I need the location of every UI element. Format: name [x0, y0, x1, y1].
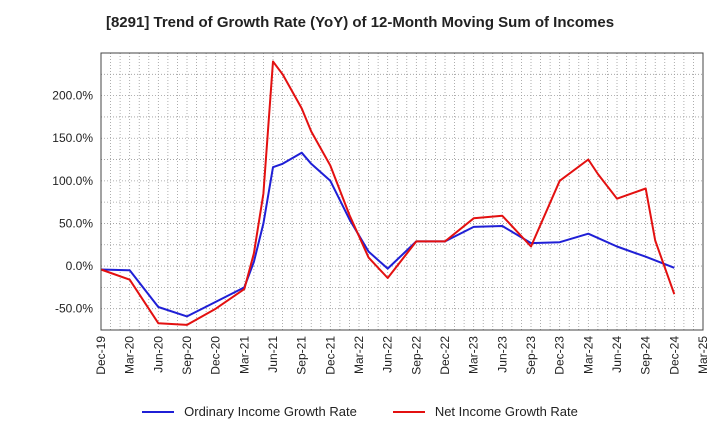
legend-swatch-net — [392, 410, 425, 413]
legend-label-net: Net Income Growth Rate — [434, 404, 578, 419]
legend-label-ordinary: Ordinary Income Growth Rate — [184, 404, 357, 419]
legend: Ordinary Income Growth Rate Net Income G… — [0, 404, 720, 419]
x-tick-label: Dec-19 — [94, 336, 108, 375]
legend-swatch-ordinary — [142, 410, 175, 413]
x-tick-label: Dec-20 — [209, 336, 223, 375]
x-tick-label: Dec-24 — [667, 336, 681, 375]
legend-item-ordinary: Ordinary Income Growth Rate — [142, 404, 357, 419]
x-tick-label: Mar-23 — [467, 336, 481, 374]
y-tick-label: 50.0% — [59, 216, 93, 230]
x-tick-label: Jun-21 — [266, 336, 280, 373]
x-tick-label: Sep-23 — [524, 336, 538, 375]
series-line — [100, 60, 676, 326]
series-line — [100, 151, 675, 318]
chart-title: [8291] Trend of Growth Rate (YoY) of 12-… — [105, 14, 615, 31]
series-lines — [100, 60, 676, 326]
plot-frame — [100, 52, 704, 331]
x-tick-label: Mar-22 — [352, 336, 366, 374]
grid-lines — [101, 53, 703, 330]
x-tick-label: Sep-21 — [295, 336, 309, 375]
legend-item-net: Net Income Growth Rate — [392, 404, 578, 419]
y-tick-label: 0.0% — [66, 259, 94, 273]
x-tick-label: Dec-23 — [553, 336, 567, 375]
y-tick-label: 100.0% — [52, 174, 93, 188]
x-tick-label: Jun-23 — [495, 336, 509, 373]
y-tick-label: -50.0% — [55, 302, 93, 316]
x-tick-label: Sep-24 — [639, 336, 653, 375]
x-tick-label: Mar-20 — [123, 336, 137, 374]
y-tick-label: 200.0% — [52, 89, 93, 103]
x-tick-label: Mar-25 — [696, 336, 710, 374]
y-tick-label: 150.0% — [52, 131, 93, 145]
x-tick-label: Jun-24 — [610, 336, 624, 373]
axis-labels: -50.0% 0.0% 50.0% 100.0% 150.0% 200.0% Dec-19 M… — [52, 89, 710, 375]
x-tick-label: Jun-20 — [151, 336, 165, 373]
x-tick-label: Dec-21 — [323, 336, 337, 375]
x-tick-label: Jun-22 — [381, 336, 395, 373]
x-tick-label: Sep-20 — [180, 336, 194, 375]
x-tick-label: Mar-24 — [581, 336, 595, 374]
x-tick-label: Mar-21 — [237, 336, 251, 374]
x-tick-label: Sep-22 — [409, 336, 423, 375]
x-tick-label: Dec-22 — [438, 336, 452, 375]
